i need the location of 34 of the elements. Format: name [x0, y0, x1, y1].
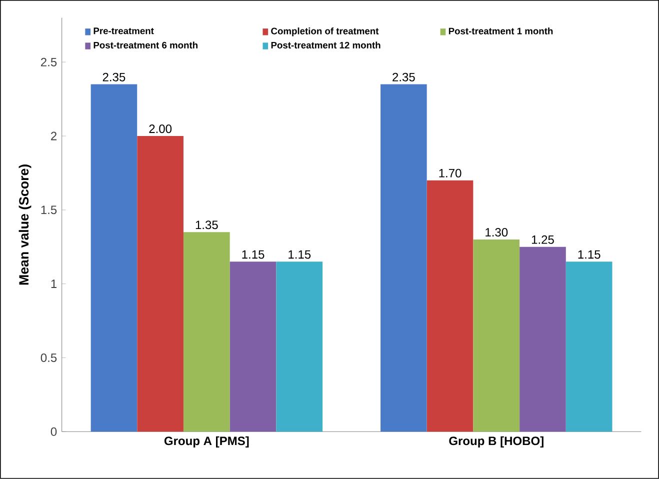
- x-tick-label: Group B [HOBO]: [449, 436, 544, 448]
- data-label: 1.30: [486, 228, 508, 237]
- legend-label: Post-treatment 1 month: [448, 28, 553, 34]
- y-tick-label: 2.5: [41, 58, 57, 66]
- y-tick-label: 1: [51, 280, 57, 288]
- bar: [566, 262, 612, 432]
- legend-label: Post-treatment 6 month: [94, 42, 198, 49]
- data-label: 1.25: [532, 236, 554, 244]
- legend-label: Post-treatment 12 month: [271, 42, 380, 49]
- bar: [137, 136, 184, 432]
- y-tick-label: 1.5: [41, 206, 57, 214]
- bar: [184, 232, 230, 432]
- data-label: 1.15: [288, 250, 311, 259]
- y-axis-title: Mean value (Score): [18, 164, 32, 285]
- data-label: 2.35: [392, 72, 415, 82]
- data-label: 1.15: [242, 250, 264, 259]
- bar: [230, 262, 276, 432]
- bar: [90, 84, 138, 432]
- legend-label: Completion of treatment: [271, 28, 379, 36]
- data-label: 1.70: [439, 169, 462, 178]
- bar: [380, 84, 427, 432]
- y-tick-label: 0: [50, 427, 57, 436]
- y-tick-label: 2: [51, 132, 56, 140]
- data-label: 2.00: [149, 124, 172, 134]
- bar: [473, 240, 520, 432]
- data-label: 1.15: [578, 250, 600, 259]
- legend-label: Pre-treatment: [94, 28, 154, 34]
- x-tick-label: Group A [PMS]: [164, 436, 249, 448]
- y-tick-label: 0.5: [40, 354, 57, 362]
- data-label: 1.35: [196, 220, 218, 230]
- bar: [426, 180, 474, 432]
- bar: [520, 246, 566, 432]
- data-label: 2.35: [102, 72, 126, 82]
- bar: [276, 262, 323, 432]
